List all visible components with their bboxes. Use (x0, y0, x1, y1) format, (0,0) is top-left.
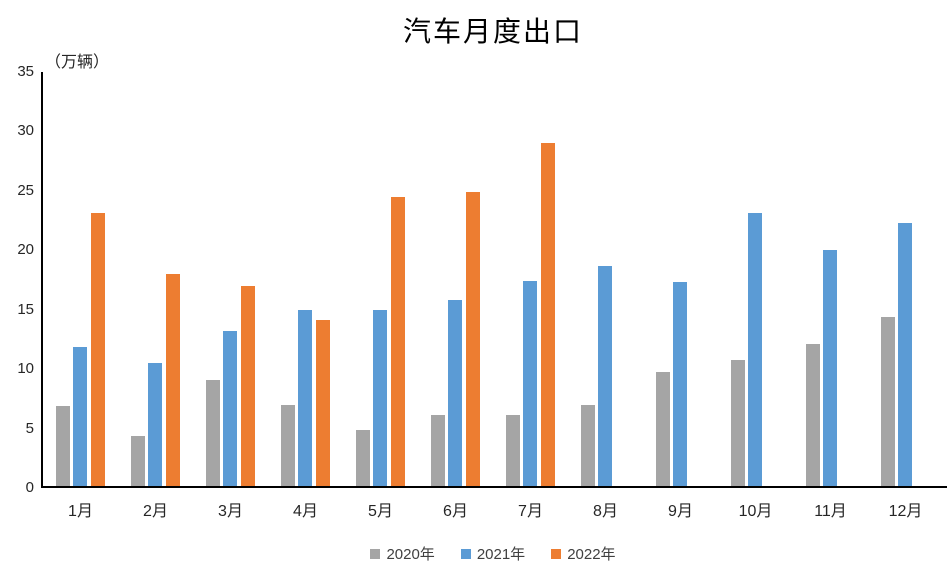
x-tick-label: 6月 (443, 503, 468, 520)
x-tick-label: 11月 (814, 503, 847, 520)
x-tick-label: 7月 (518, 503, 543, 520)
y-tick-label: 35 (17, 63, 34, 80)
bar-2020年-3月 (206, 379, 220, 486)
x-tick-label: 2月 (143, 503, 168, 520)
y-tick-label: 0 (25, 479, 34, 496)
x-tick-label: 8月 (593, 503, 618, 520)
legend-label: 2022年 (567, 546, 616, 563)
x-tick-label: 1月 (68, 503, 93, 520)
bar-2021年-6月 (448, 300, 463, 486)
y-axis-line (41, 72, 43, 488)
plot-area (41, 72, 947, 488)
bar-2020年-4月 (281, 404, 295, 486)
bar-2020年-12月 (881, 316, 895, 486)
bar-2022年-2月 (165, 274, 180, 486)
bar-2021年-11月 (823, 250, 838, 486)
legend-swatch-icon (460, 548, 471, 559)
bar-2022年-6月 (465, 192, 480, 486)
bar-2020年-8月 (581, 404, 595, 486)
bar-2021年-5月 (373, 309, 388, 486)
bar-2021年-1月 (73, 346, 88, 486)
y-tick-label: 10 (17, 360, 34, 378)
y-axis-unit-label: （万辆） (45, 54, 110, 71)
y-tick-label: 5 (25, 419, 34, 437)
x-tick-label: 12月 (888, 503, 923, 520)
x-tick-label: 5月 (368, 503, 393, 520)
legend-item: 2021年 (460, 543, 526, 564)
bar-2020年-2月 (131, 435, 145, 486)
bar-2020年-11月 (806, 344, 820, 486)
bar-2021年-12月 (898, 222, 913, 486)
bar-2020年-6月 (431, 415, 445, 486)
y-tick-label: 30 (17, 122, 34, 140)
bar-2020年-10月 (731, 359, 745, 486)
bar-2022年-4月 (315, 320, 330, 486)
bar-2022年-3月 (240, 285, 255, 486)
legend-swatch-icon (370, 548, 381, 559)
y-tick-label: 15 (17, 300, 34, 318)
x-tick-label: 10月 (738, 503, 773, 520)
bar-2021年-8月 (598, 265, 613, 486)
legend-label: 2020年 (386, 546, 435, 563)
bar-2021年-9月 (673, 282, 688, 486)
legend-item: 2022年 (551, 543, 616, 564)
x-tick-label: 4月 (293, 503, 318, 520)
bar-2020年-5月 (356, 429, 370, 486)
legend: 2020年 2021年 2022年 (43, 543, 943, 564)
bar-2022年-7月 (540, 143, 555, 486)
bar-2021年-3月 (223, 331, 238, 486)
bar-2021年-7月 (523, 281, 538, 486)
x-tick-label: 3月 (218, 503, 243, 520)
bar-2022年-1月 (90, 213, 105, 486)
legend-swatch-icon (551, 548, 562, 559)
bar-2021年-10月 (748, 213, 763, 486)
bar-2020年-9月 (656, 371, 670, 486)
x-tick-label: 9月 (668, 503, 693, 520)
x-axis-line (41, 486, 947, 488)
y-tick-label: 20 (17, 241, 34, 259)
chart-title: 汽车月度出口 (402, 17, 583, 48)
legend-item: 2020年 (370, 543, 435, 564)
bar-2021年-2月 (148, 363, 163, 486)
bar-2022年-5月 (390, 196, 405, 486)
bar-2020年-7月 (506, 415, 520, 486)
bar-2021年-4月 (298, 309, 313, 486)
bar-2020年-1月 (56, 405, 70, 486)
y-tick-label: 25 (17, 181, 34, 199)
legend-label: 2021年 (476, 546, 526, 563)
